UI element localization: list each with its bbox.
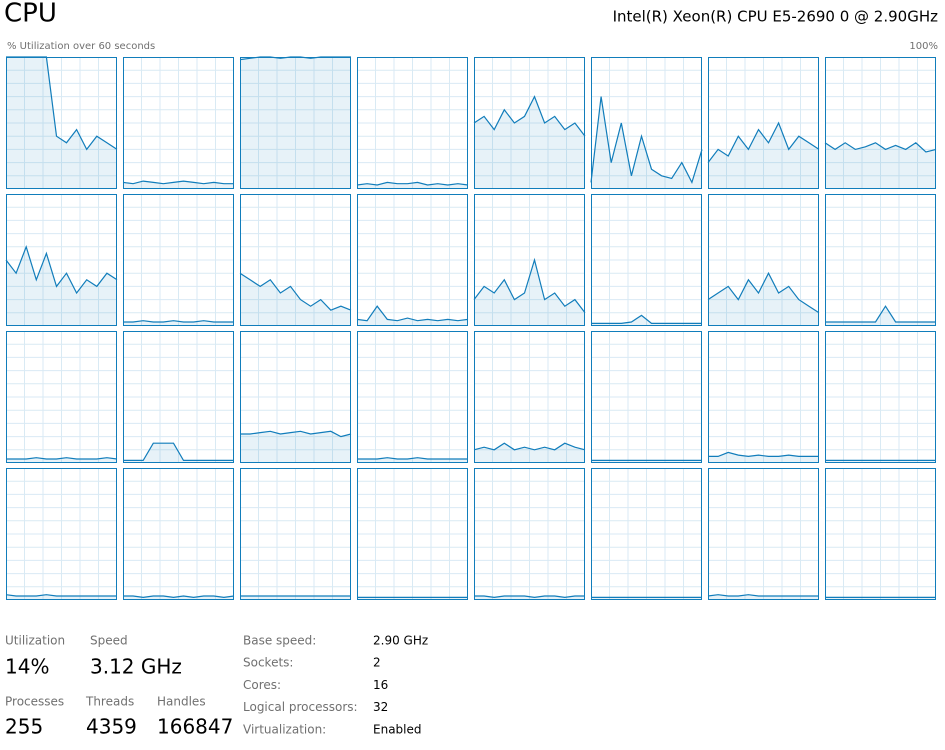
core-border — [6, 468, 117, 600]
core-line — [591, 314, 702, 324]
core-border — [708, 331, 819, 463]
stat-label: Threads — [85, 695, 134, 709]
core-area — [708, 452, 819, 463]
detail-value: 32 — [373, 700, 388, 714]
cpu-name: Intel(R) Xeon(R) CPU E5-2690 0 @ 2.90GHz — [613, 8, 939, 26]
detail-label: Cores: — [243, 678, 281, 692]
core-line — [707, 594, 819, 597]
core-area — [474, 260, 585, 326]
detail-value: Enabled — [373, 722, 422, 736]
core-line — [123, 595, 235, 599]
core-area — [240, 57, 351, 189]
core-line — [825, 305, 936, 323]
core-border — [825, 194, 936, 326]
stat-value: 4359 — [86, 715, 137, 739]
core-line — [707, 121, 820, 163]
stat-label: Speed — [90, 634, 128, 648]
core-area — [6, 57, 117, 189]
core-border — [123, 194, 234, 326]
core-border — [825, 468, 936, 600]
core-border — [357, 331, 468, 463]
core-border — [357, 468, 468, 600]
stat-value: 255 — [5, 715, 43, 739]
core-border — [474, 331, 585, 463]
core-area — [6, 246, 117, 326]
core-border — [474, 57, 585, 189]
title: CPU — [4, 0, 57, 29]
core-area — [240, 431, 351, 463]
core-area — [123, 181, 234, 189]
core-border — [240, 57, 351, 189]
core-area — [825, 142, 936, 189]
core-line — [240, 430, 352, 438]
stat-label: Utilization — [5, 634, 65, 648]
core-border — [591, 468, 702, 600]
detail-label: Virtualization: — [243, 722, 326, 736]
detail-label: Base speed: — [243, 634, 316, 648]
core-line — [356, 181, 469, 186]
core-line — [356, 305, 469, 322]
core-border — [240, 468, 351, 600]
core-border — [240, 194, 351, 326]
core-area — [708, 273, 819, 326]
detail-value: 2 — [373, 656, 381, 670]
core-area — [591, 96, 702, 189]
stat-label: Handles — [157, 695, 206, 709]
core-line — [707, 271, 820, 314]
core-area — [825, 306, 936, 326]
detail-value: 16 — [373, 678, 388, 692]
detail-label: Sockets: — [243, 656, 293, 670]
stat-value: 14% — [5, 655, 49, 679]
detail-label: Logical processors: — [243, 700, 358, 714]
core-border — [123, 331, 234, 463]
core-border — [708, 57, 819, 189]
core-border — [708, 468, 819, 600]
core-line — [6, 457, 118, 460]
stat-value: 3.12 GHz — [90, 655, 182, 679]
core-line — [474, 595, 585, 599]
core-border — [123, 57, 234, 189]
core-border — [357, 57, 468, 189]
core-border — [6, 57, 117, 189]
core-area — [240, 273, 351, 326]
core-line — [473, 257, 586, 314]
core-line — [357, 457, 468, 460]
core-line — [5, 594, 117, 597]
graph-max: 100% — [909, 41, 938, 52]
core-border — [474, 194, 585, 326]
core-border — [825, 331, 936, 463]
core-border — [591, 57, 702, 189]
core-line — [122, 180, 234, 185]
core-border — [591, 331, 702, 463]
core-area — [708, 123, 819, 189]
core-border — [6, 331, 117, 463]
core-line — [5, 244, 118, 295]
core-area — [474, 96, 585, 189]
core-area — [357, 306, 468, 326]
core-border — [123, 468, 234, 600]
core-border — [6, 194, 117, 326]
core-border — [357, 194, 468, 326]
core-line — [123, 442, 234, 461]
core-border — [825, 57, 936, 189]
core-line — [824, 142, 937, 153]
core-border — [708, 194, 819, 326]
core-line — [473, 442, 586, 451]
core-border — [240, 331, 351, 463]
core-line — [708, 451, 819, 458]
core-line — [590, 96, 703, 184]
core-border — [591, 194, 702, 326]
stat-label: Processes — [5, 695, 64, 709]
graph-caption: % Utilization over 60 seconds — [7, 41, 155, 52]
core-area — [591, 315, 702, 326]
core-line — [239, 272, 352, 311]
core-line — [123, 320, 234, 323]
core-border — [474, 468, 585, 600]
core-line — [473, 95, 586, 137]
detail-value: 2.90 GHz — [373, 634, 428, 648]
stat-value: 166847 — [157, 715, 233, 739]
